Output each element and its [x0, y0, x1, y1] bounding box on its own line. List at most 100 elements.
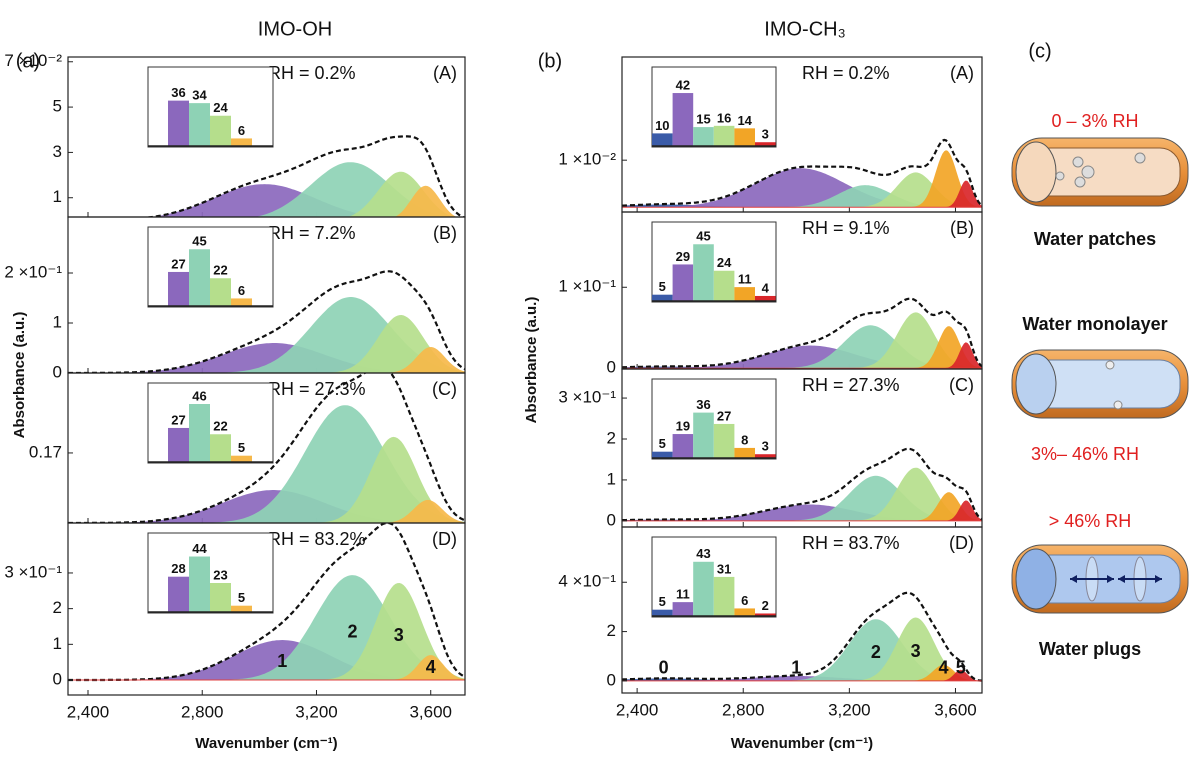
- y-tick-label: 1: [53, 187, 62, 206]
- inset-bar: [210, 278, 231, 306]
- schematic: (c) 0 – 3% RH Water patches Water monola…: [1011, 40, 1189, 659]
- inset-bar: [672, 602, 694, 616]
- inset-bar: [755, 454, 776, 458]
- rh-label: RH = 27.3%: [802, 375, 900, 395]
- x-tick-label: 2,400: [67, 702, 110, 721]
- inset-value: 15: [696, 112, 710, 127]
- state-name: Water patches: [1034, 229, 1156, 249]
- peak-area: [68, 640, 465, 681]
- y-tick-label: 0: [607, 670, 616, 689]
- y-tick-label: 1 ×10⁻²: [558, 150, 616, 169]
- inset-value: 11: [738, 272, 752, 287]
- x-tick-label: 2,800: [181, 702, 224, 721]
- inset-bar: [189, 103, 210, 146]
- subplot-id: (A): [950, 63, 974, 83]
- inset-bar: [652, 294, 673, 301]
- inset-bar: [189, 404, 210, 462]
- inset-bar: [713, 270, 735, 301]
- inset-value: 14: [737, 113, 752, 128]
- peak-area: [68, 436, 465, 523]
- inset-value: 42: [676, 77, 690, 92]
- peak-area: [622, 617, 982, 681]
- y-tick-label: 1 ×10⁻¹: [558, 277, 616, 296]
- inset-value: 45: [192, 234, 206, 249]
- rh-label: RH = 9.1%: [802, 218, 890, 238]
- inset-bar: [734, 287, 755, 301]
- inset-bar: [210, 583, 231, 612]
- x-axis-label: Wavenumber (cm⁻¹): [195, 735, 337, 752]
- panel-label: (c): [1028, 40, 1051, 62]
- subplot-id: (B): [950, 218, 974, 238]
- peak-area: [68, 583, 465, 681]
- inset-bar: [693, 244, 714, 301]
- inset-bar: [210, 434, 231, 462]
- plot-area: [622, 447, 982, 522]
- inset-value: 27: [171, 256, 185, 271]
- y-axis-label: Absorbance (a.u.): [11, 312, 28, 439]
- peak-area: [622, 467, 982, 521]
- inset-value: 31: [717, 561, 731, 576]
- chart-title: IMO-CH₃: [764, 18, 845, 40]
- inset-value: 22: [213, 419, 227, 434]
- inset-value: 10: [655, 118, 669, 133]
- inset-value: 11: [676, 587, 690, 602]
- panel-label: (a): [16, 50, 40, 72]
- inset-bar: [231, 298, 252, 306]
- y-tick-label: 1: [53, 312, 62, 331]
- rh-label: RH = 83.7%: [802, 533, 900, 553]
- subplot-id: (B): [433, 223, 457, 243]
- inset-bar: [755, 295, 776, 301]
- total-curve: [622, 447, 982, 522]
- plot-area: [68, 270, 465, 373]
- inset-bar: [231, 138, 252, 146]
- inset-bar: [672, 434, 694, 458]
- y-tick-label: 3: [53, 142, 62, 161]
- peak-label: 2: [871, 642, 881, 662]
- inset-value: 5: [659, 279, 666, 294]
- y-axis-label: Absorbance (a.u.): [523, 297, 540, 424]
- y-tick-label: 2: [53, 598, 62, 617]
- peak-area: [622, 504, 982, 521]
- subplot-frame: [621, 526, 983, 694]
- inset-bar: [693, 127, 714, 146]
- peak-area: [622, 326, 982, 369]
- inset-value: 5: [238, 590, 245, 605]
- peak-label: 0: [659, 658, 669, 678]
- y-tick-label: 2: [607, 428, 616, 447]
- total-curve: [68, 270, 465, 373]
- rh-range: > 46% RH: [1049, 511, 1132, 531]
- inset-bar: [231, 605, 252, 612]
- x-tick-label: 3,200: [828, 700, 871, 719]
- inset-bar: [693, 561, 714, 616]
- inset-value: 27: [717, 408, 731, 423]
- inset-bar: [189, 249, 210, 306]
- x-axis-label: Wavenumber (cm⁻¹): [731, 735, 873, 752]
- subplot-id: (D): [432, 529, 457, 549]
- inset-value: 8: [741, 432, 748, 447]
- inset-value: 4: [762, 280, 770, 295]
- x-tick-label: 3,600: [409, 702, 452, 721]
- inset-value: 36: [171, 85, 185, 100]
- y-tick-label: 3 ×10⁻¹: [4, 562, 62, 581]
- plot-area: [622, 138, 982, 208]
- tube-plugs: [1011, 544, 1189, 614]
- peak-label: 1: [277, 651, 287, 671]
- inset-value: 29: [676, 249, 690, 264]
- inset-bar: [713, 125, 735, 146]
- y-tick-label: 2: [607, 621, 616, 640]
- inset-bar: [755, 613, 776, 616]
- inset-bar: [652, 133, 673, 146]
- x-tick-label: 3,600: [934, 700, 977, 719]
- inset-value: 24: [213, 100, 228, 115]
- rh-label: RH = 27.3%: [268, 379, 366, 399]
- inset-bar: [168, 427, 189, 462]
- inset-value: 3: [762, 439, 769, 454]
- x-tick-label: 2,400: [616, 700, 659, 719]
- tube-patches: [1011, 137, 1189, 207]
- peak-area: [68, 655, 465, 681]
- peak-label: 1: [791, 658, 801, 678]
- rh-label: RH = 0.2%: [802, 63, 890, 83]
- y-tick-label: 5: [53, 97, 62, 116]
- rh-label: RH = 0.2%: [268, 63, 356, 83]
